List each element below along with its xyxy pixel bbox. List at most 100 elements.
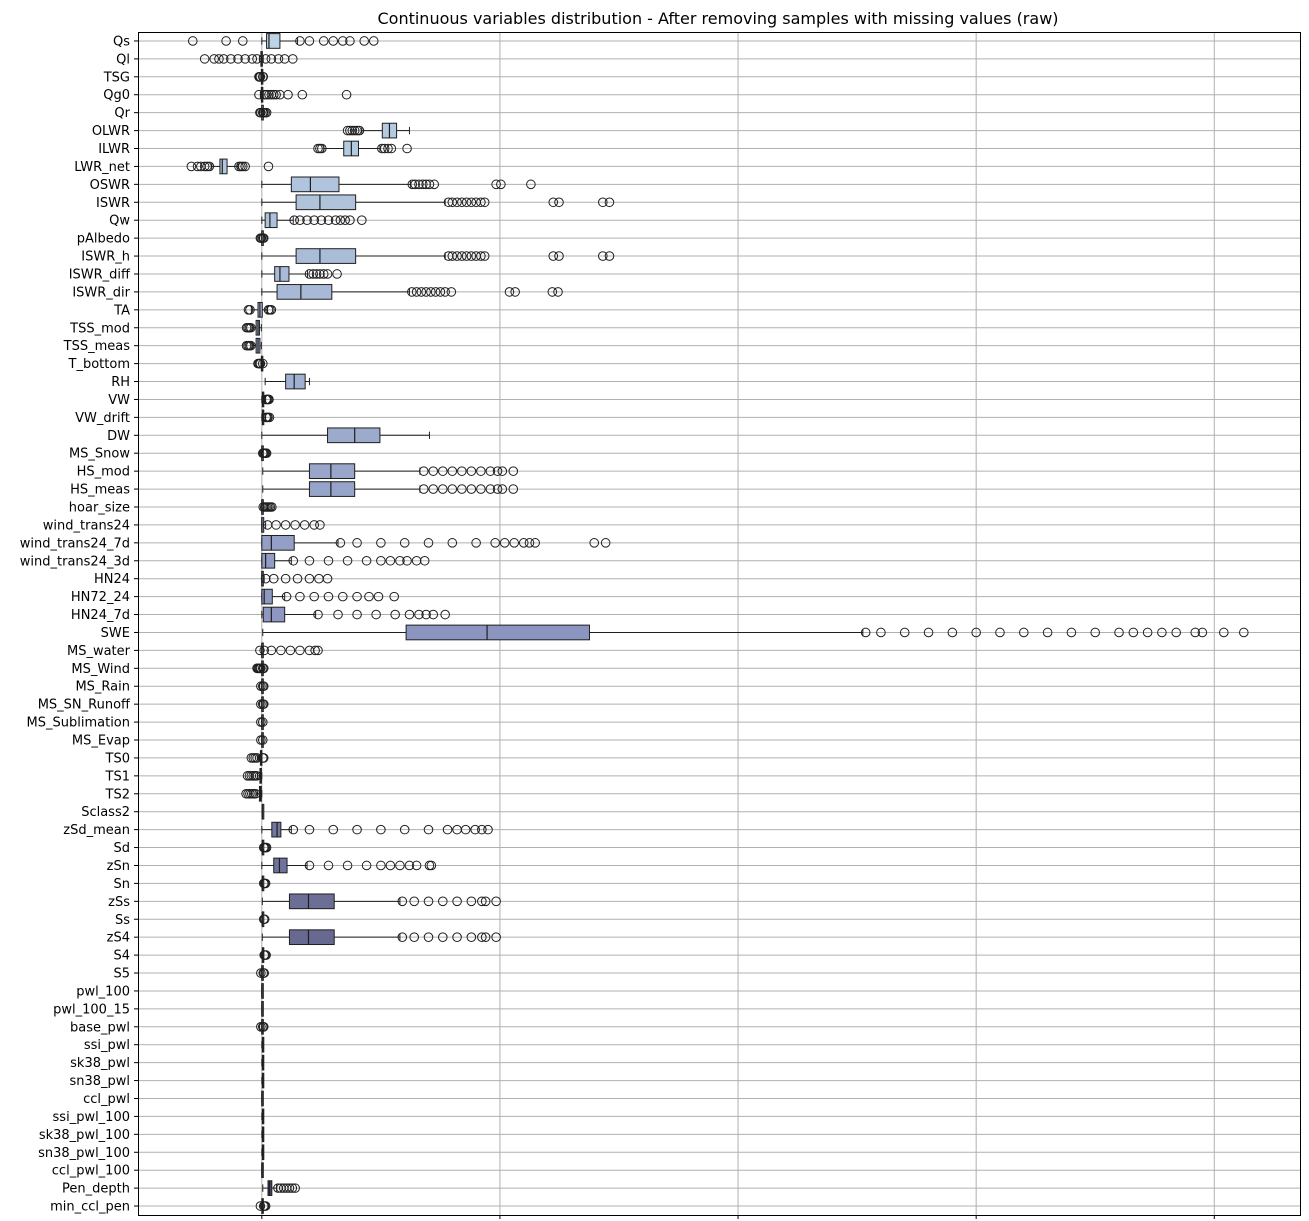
outlier-point	[457, 197, 467, 208]
y-tick-label: TSG	[103, 70, 130, 85]
outlier-point	[554, 251, 564, 261]
iqr-box	[288, 929, 335, 946]
outlier-point	[246, 322, 256, 333]
outlier-point	[395, 555, 405, 566]
box-TSG	[254, 68, 269, 85]
iqr-box	[264, 212, 278, 229]
outlier-point	[418, 484, 429, 494]
y-tick-label: ISWR_dir	[72, 285, 130, 300]
outlier-point	[466, 466, 477, 476]
outlier-point	[407, 287, 417, 297]
outlier-point	[295, 645, 305, 656]
outlier-point	[287, 1183, 298, 1193]
outlier-point	[259, 914, 270, 925]
outlier-point	[485, 484, 496, 494]
outlier-point	[247, 54, 258, 64]
outlier-point	[214, 54, 224, 64]
outlier-point	[447, 466, 458, 476]
outlier-point	[261, 89, 272, 100]
outlier-point	[421, 609, 431, 620]
outlier-point	[426, 287, 436, 297]
outlier-point	[485, 466, 496, 476]
y-tick-label: ssi_pwl_100	[53, 1110, 130, 1125]
y-tick-label: MS_SN_Runoff	[38, 698, 131, 713]
y-tick-label: RH	[111, 375, 130, 390]
outlier-point	[604, 197, 615, 208]
outlier-point	[199, 54, 210, 64]
outlier-point	[311, 269, 322, 279]
outlier-point	[491, 932, 501, 942]
box-TSS_meas	[241, 337, 262, 354]
outlier-point	[509, 538, 520, 548]
outlier-point	[476, 466, 486, 476]
outlier-point	[266, 305, 277, 315]
outlier-point	[419, 555, 430, 566]
box-HN24_7d	[261, 606, 450, 623]
box-MS_Sublimation	[256, 714, 268, 730]
outlier-point	[268, 573, 279, 584]
outlier-point	[600, 538, 611, 548]
box-TA	[243, 301, 277, 318]
outlier-point	[1066, 627, 1077, 638]
outlier-point	[414, 179, 424, 190]
outlier-point	[322, 269, 333, 279]
outlier-point	[442, 824, 453, 835]
outlier-point	[421, 179, 431, 190]
box-sk38_pwl_100	[261, 1126, 265, 1143]
outlier-point	[876, 627, 886, 638]
outlier-point	[1018, 627, 1029, 638]
box-Qg0	[254, 86, 352, 103]
outlier-point	[411, 860, 422, 871]
box-Qr	[255, 104, 272, 121]
outlier-point	[437, 932, 448, 942]
box-wind_trans24_3d	[261, 552, 430, 569]
outlier-point	[258, 681, 269, 692]
outlier-point	[1042, 627, 1053, 638]
outlier-point	[304, 36, 315, 46]
outlier-point	[390, 609, 400, 620]
iqr-box	[308, 463, 356, 479]
y-tick-label: TS0	[105, 751, 130, 766]
outlier-point	[395, 860, 405, 871]
box-base_pwl	[256, 1018, 269, 1035]
outlier-point	[332, 269, 342, 279]
outlier-point	[345, 36, 355, 46]
outlier-point	[496, 179, 506, 190]
box-MS_Rain	[256, 678, 269, 695]
box-TS0	[246, 750, 269, 766]
outlier-point	[373, 591, 384, 602]
outlier-point	[267, 502, 277, 512]
outlier-point	[342, 555, 353, 566]
outlier-point	[530, 538, 540, 548]
box-pwl_100_15	[261, 1001, 264, 1017]
outlier-point	[477, 932, 487, 942]
outlier-point	[466, 896, 477, 907]
outlier-point	[292, 573, 303, 584]
box-ISWR_h	[261, 248, 615, 264]
box-pAlbedo	[255, 230, 269, 246]
box-RH	[264, 373, 310, 390]
box-VW	[261, 391, 274, 408]
y-tick-label: TSS_meas	[63, 339, 131, 354]
outlier-point	[410, 179, 420, 190]
outlier-point	[330, 215, 341, 226]
y-tick-label: TS2	[105, 787, 130, 802]
outlier-point	[304, 269, 315, 279]
outlier-point	[428, 484, 439, 494]
outlier-point	[340, 215, 350, 226]
outlier-point	[202, 161, 212, 172]
outlier-point	[504, 287, 515, 297]
box-pwl_100	[261, 983, 264, 999]
outlier-point	[452, 932, 462, 942]
outlier-point	[416, 287, 427, 297]
iqr-box	[295, 194, 357, 211]
outlier-point	[508, 484, 519, 494]
outlier-point	[476, 484, 486, 494]
outlier-point	[261, 842, 272, 853]
y-tick-label: ISWR_diff	[69, 267, 131, 282]
iqr-box	[261, 588, 273, 605]
iqr-box	[290, 176, 340, 193]
outlier-point	[266, 54, 277, 64]
outlier-point	[209, 54, 219, 64]
